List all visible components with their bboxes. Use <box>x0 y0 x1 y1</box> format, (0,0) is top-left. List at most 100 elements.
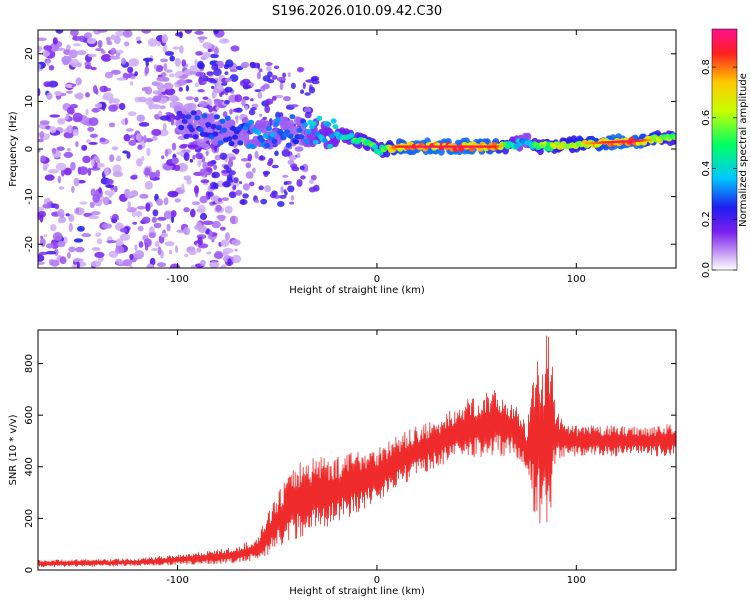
noise-blob <box>42 203 52 209</box>
noise-blob <box>99 137 106 142</box>
noise-blob <box>149 257 156 266</box>
noise-blob <box>129 81 134 86</box>
noise-blob <box>127 192 134 197</box>
noise-blob <box>155 169 161 178</box>
ridge-segment <box>371 144 378 150</box>
ridge-segment <box>293 139 299 145</box>
noise-blob <box>181 73 189 78</box>
spectrogram-y-ticks: -20 -10 0 10 20 <box>24 47 676 252</box>
noise-blob <box>180 149 191 154</box>
snr-y-tick-label: 0 <box>24 567 35 573</box>
noise-blob <box>225 59 234 68</box>
noise-blob <box>194 58 198 67</box>
noise-blob <box>311 76 319 82</box>
noise-blob <box>299 165 305 171</box>
ridge-segment <box>221 127 228 133</box>
colorbar-tick-label: 0.6 <box>701 110 712 126</box>
noise-blob <box>119 102 126 111</box>
colorbar-tick-label: 0.8 <box>701 59 712 75</box>
noise-blob <box>194 82 200 88</box>
noise-blob <box>88 117 99 126</box>
ridge-segment <box>215 124 222 131</box>
noise-blob <box>151 248 160 251</box>
noise-blob <box>144 66 149 75</box>
noise-blob <box>304 106 311 113</box>
noise-blob <box>258 155 266 161</box>
noise-blob <box>94 251 105 258</box>
ridge-segment <box>194 115 201 121</box>
ridge-segment <box>214 114 220 120</box>
noise-blob <box>274 94 284 99</box>
noise-blob <box>240 62 247 68</box>
spectrogram-y-tick-label: -20 <box>24 236 35 252</box>
noise-blob <box>111 146 119 151</box>
noise-blob <box>64 116 70 120</box>
noise-blob <box>92 194 100 203</box>
ridge-segment <box>271 138 278 144</box>
noise-blob <box>46 59 50 66</box>
noise-blob <box>202 96 209 100</box>
noise-blob <box>77 225 85 232</box>
noise-blob <box>157 246 162 256</box>
ridge-segment <box>298 134 305 140</box>
noise-blob <box>266 66 272 72</box>
noise-blob <box>221 197 229 202</box>
ridge-segment <box>316 115 323 121</box>
noise-blob <box>84 32 92 39</box>
noise-blob <box>185 96 194 101</box>
noise-blob <box>147 38 158 47</box>
noise-blob <box>170 210 177 218</box>
noise-blob <box>179 45 184 54</box>
noise-blob <box>75 77 82 86</box>
noise-blob <box>197 62 205 70</box>
colorbar-tick-label: 0.0 <box>701 262 712 278</box>
noise-blob <box>211 173 217 178</box>
noise-blob <box>211 64 219 71</box>
noise-blob <box>221 91 225 95</box>
noise-blob <box>197 236 203 246</box>
noise-blob <box>219 152 228 160</box>
noise-blob <box>169 263 181 268</box>
noise-blob <box>169 95 179 102</box>
colorbar-gradient <box>712 29 737 270</box>
noise-blob <box>78 166 89 176</box>
noise-blob <box>129 253 134 260</box>
noise-blob <box>38 45 43 52</box>
noise-blob <box>290 195 295 201</box>
noise-blob <box>135 36 141 41</box>
ridge-halo <box>287 119 295 129</box>
noise-blob <box>39 131 45 139</box>
noise-blob <box>115 238 124 247</box>
noise-blob <box>139 193 149 199</box>
noise-blob <box>249 61 256 69</box>
noise-blob <box>164 51 175 56</box>
noise-blob <box>63 151 73 158</box>
noise-blob <box>144 167 151 176</box>
snr-y-tick-label: 400 <box>24 457 35 476</box>
noise-blob <box>106 87 112 92</box>
noise-blob <box>127 201 131 210</box>
noise-blob <box>65 83 73 88</box>
noise-blob <box>233 177 239 184</box>
snr-plot-area <box>38 330 676 570</box>
noise-blob <box>72 112 83 122</box>
noise-blob <box>201 156 206 163</box>
noise-blob <box>287 72 291 78</box>
snr-frame <box>37 329 677 571</box>
noise-blob <box>262 75 271 82</box>
noise-blob <box>109 55 121 60</box>
noise-blob <box>66 125 73 134</box>
noise-blob <box>116 77 127 81</box>
noise-blob <box>81 144 88 151</box>
noise-blob <box>149 172 156 179</box>
noise-blob <box>223 181 231 188</box>
noise-blob <box>224 232 230 241</box>
noise-blob <box>276 77 286 82</box>
noise-blob <box>229 108 233 115</box>
noise-blob <box>208 105 214 113</box>
noise-blob <box>241 98 246 107</box>
noise-blob <box>190 264 195 268</box>
noise-blob <box>209 79 218 84</box>
noise-blob <box>254 199 260 203</box>
noise-blob <box>135 210 143 217</box>
